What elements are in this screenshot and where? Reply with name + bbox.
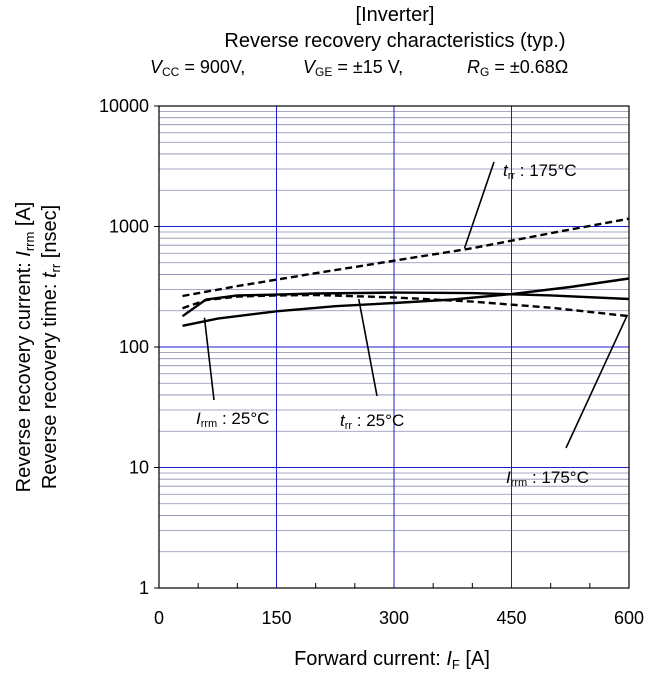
annotation-leader	[565, 314, 629, 449]
y-tick-label: 1000	[109, 217, 149, 237]
annotation-leaders	[203, 161, 629, 449]
condition-rg: RG = ±0.68Ω	[467, 57, 569, 79]
annotation-leader	[463, 161, 495, 249]
annotation-trr-25c: trr : 25°C	[340, 411, 404, 432]
x-tick-label: 150	[261, 608, 291, 628]
y-axis-label-time: Reverse recovery time: trr [nsec]	[39, 205, 63, 489]
y-tick-label: 10000	[99, 96, 149, 116]
y-tick-label: 1	[139, 578, 149, 598]
x-tick-label: 0	[154, 608, 164, 628]
x-tick-label: 300	[379, 608, 409, 628]
plot-frame	[158, 105, 630, 589]
chart-title: Reverse recovery characteristics (typ.)	[224, 30, 566, 52]
condition-vcc: VCC = 900V,	[150, 57, 246, 79]
condition-vge: VGE = ±15 V,	[303, 57, 404, 79]
curve-layer	[181, 217, 630, 327]
y-tick-label: 10	[129, 458, 149, 478]
grid-layer	[159, 106, 629, 588]
tick-layer: 1 10 100 1000 10000 0 150 300 450 600	[99, 96, 644, 628]
series-line	[182, 293, 630, 318]
annotation-leader	[357, 298, 378, 397]
series-line	[182, 277, 630, 327]
y-tick-label: 100	[119, 337, 149, 357]
x-tick-label: 450	[496, 608, 526, 628]
annotation-leader	[203, 317, 215, 401]
x-axis-label: Forward current: IF [A]	[294, 648, 490, 672]
y-axis-label-current: Reverse recovery current: Irrm [A]	[13, 202, 37, 493]
annotation-trr-175c: trr : 175°C	[503, 161, 577, 182]
annotation-irrm-175c: Irrm : 175°C	[506, 468, 589, 489]
annotation-irrm-25c: Irrm : 25°C	[196, 409, 269, 430]
chart-supertitle: [Inverter]	[355, 4, 435, 26]
x-tick-label: 600	[614, 608, 644, 628]
series-line	[182, 217, 630, 298]
